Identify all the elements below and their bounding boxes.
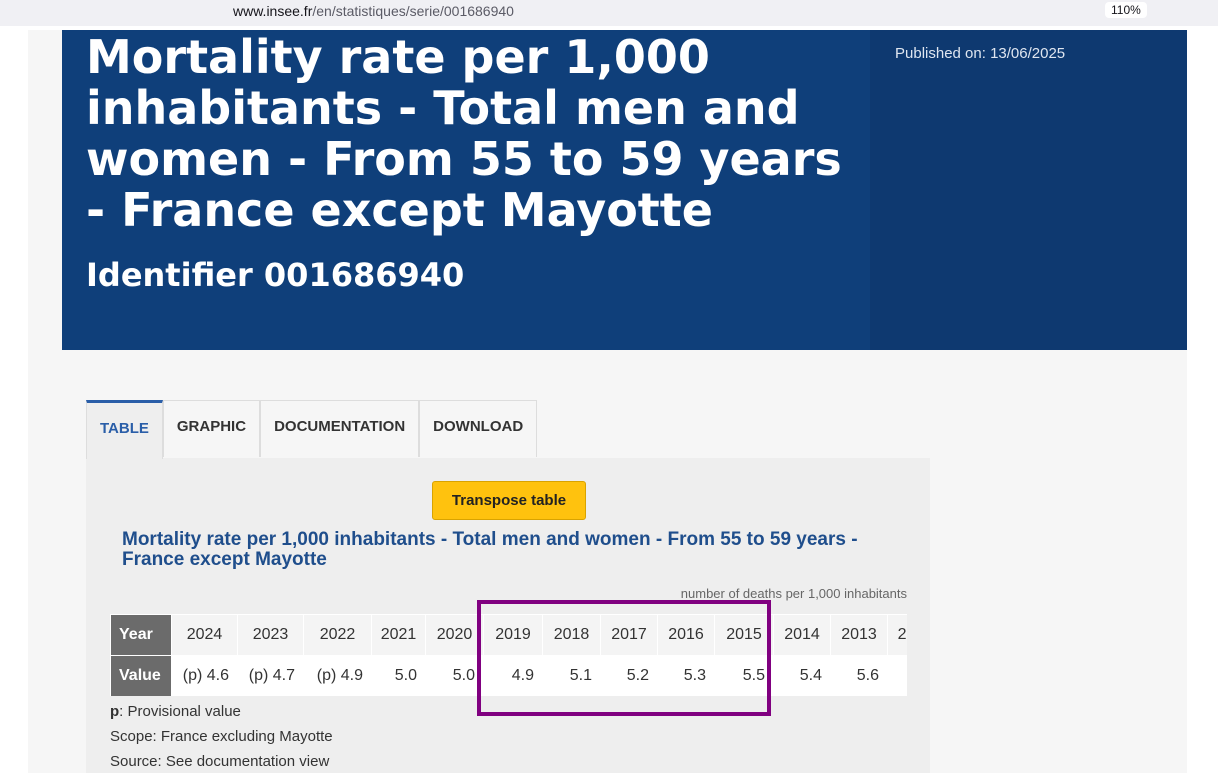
transpose-button[interactable]: Transpose table — [432, 481, 586, 520]
url-domain: www.insee.fr — [233, 3, 313, 19]
table-wrap: Year 2024 2023 2022 2021 2020 2019 2018 2017 2016… — [110, 614, 907, 696]
header — [62, 30, 870, 350]
cell: 2017 — [600, 614, 658, 656]
cell: 2024 — [171, 614, 238, 656]
cell: 5 — [887, 655, 907, 696]
note-text: : Provisional value — [119, 703, 241, 720]
cell: 2015 — [714, 614, 774, 656]
cell: 2016 — [657, 614, 715, 656]
highlight-box — [477, 600, 771, 716]
cell: 5.3 — [657, 655, 715, 696]
tabs: TABLE GRAPHIC DOCUMENTATION DOWNLOAD — [86, 400, 538, 459]
note: Source: See documentation view — [110, 753, 330, 770]
cell: 2019 — [483, 614, 543, 656]
cell: 5.1 — [542, 655, 601, 696]
cell: 5.5 — [714, 655, 774, 696]
cell: 201 — [887, 614, 907, 656]
browser-bar — [0, 0, 1218, 26]
header-side — [870, 30, 1187, 350]
tab[interactable]: GRAPHIC — [162, 400, 261, 457]
identifier: Identifier 001686940 — [86, 256, 465, 294]
cell: 5.4 — [773, 655, 831, 696]
tab[interactable]: DOCUMENTATION — [260, 400, 420, 457]
cell: 2018 — [542, 614, 601, 656]
table-row: Year 2024 2023 2022 2021 2020 2019 2018 2017 2016… — [110, 614, 907, 656]
cell: 2020 — [425, 614, 484, 656]
cell: 2014 — [773, 614, 831, 656]
row-header: Value — [110, 655, 172, 696]
tab[interactable]: DOWNLOAD — [419, 400, 538, 457]
published: Published on: 13/06/2025 — [895, 45, 1066, 62]
table-caption: Mortality rate per 1,000 inhabitants - T… — [122, 529, 858, 570]
cell: 2013 — [830, 614, 888, 656]
row-header: Year — [110, 614, 172, 656]
cell: (p) 4.7 — [237, 655, 304, 696]
cell: 2023 — [237, 614, 304, 656]
title: Mortality rate per 1,000 inhabitants - T… — [86, 30, 842, 237]
note: Scope: France excluding Mayotte — [110, 728, 333, 745]
zoom[interactable]: 110% — [1105, 2, 1147, 18]
table-row: Value (p) 4.6 (p) 4.7 (p) 4.9 5.0 5.0 4.9 5.1 5.… — [110, 655, 907, 696]
cell: 5.6 — [830, 655, 888, 696]
note-key: p — [110, 703, 120, 720]
cell: 5.2 — [600, 655, 658, 696]
cell: 4.9 — [483, 655, 543, 696]
note: p: Provisional value — [110, 703, 241, 720]
tab[interactable]: TABLE — [86, 400, 163, 459]
address[interactable]: www.insee.fr/en/statistiques/serie/00168… — [233, 3, 514, 19]
cell: (p) 4.6 — [171, 655, 238, 696]
unit: number of deaths per 1,000 inhabitants — [680, 586, 907, 601]
cell: 5.0 — [425, 655, 484, 696]
table: Year 2024 2023 2022 2021 2020 2019 2018 2017 2016… — [110, 614, 907, 696]
cell: 2022 — [303, 614, 372, 656]
cell: 2021 — [371, 614, 426, 656]
url-path: /en/statistiques/serie/001686940 — [312, 3, 514, 19]
cell: 5.0 — [371, 655, 426, 696]
cell: (p) 4.9 — [303, 655, 372, 696]
